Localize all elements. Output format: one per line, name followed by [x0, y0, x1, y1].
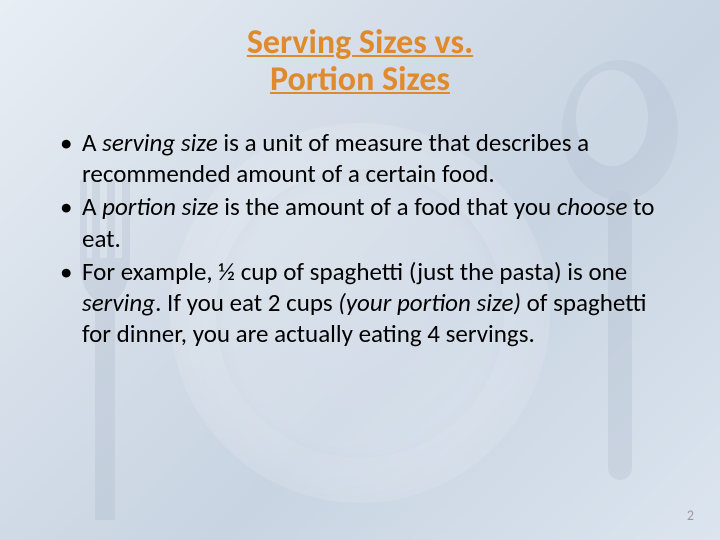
bullet-item: A portion size is the amount of a food t…	[54, 191, 676, 254]
italic-term: serving size	[102, 127, 223, 158]
bullet-text: For example, ½ cup of spaghetti (just th…	[82, 256, 627, 287]
bullet-text: is the amount of a food that you	[224, 191, 557, 222]
bullet-text: A	[82, 127, 102, 158]
title-line-2: Portion Sizes	[44, 61, 676, 98]
slide-title: Serving Sizes vs. Portion Sizes	[44, 24, 676, 99]
title-line-1: Serving Sizes vs.	[44, 24, 676, 61]
italic-term: portion size	[102, 191, 224, 222]
bullet-item: For example, ½ cup of spaghetti (just th…	[54, 256, 676, 350]
bullet-text: A	[82, 191, 102, 222]
italic-term: serving	[82, 287, 155, 318]
bullet-item: A serving size is a unit of measure that…	[54, 127, 676, 190]
italic-term: choose	[557, 191, 633, 222]
italic-term: (your portion size)	[338, 287, 526, 318]
bullet-text: . If you eat 2 cups	[155, 287, 338, 318]
slide-content: Serving Sizes vs. Portion Sizes A servin…	[0, 0, 720, 540]
bullet-list: A serving size is a unit of measure that…	[44, 127, 676, 350]
